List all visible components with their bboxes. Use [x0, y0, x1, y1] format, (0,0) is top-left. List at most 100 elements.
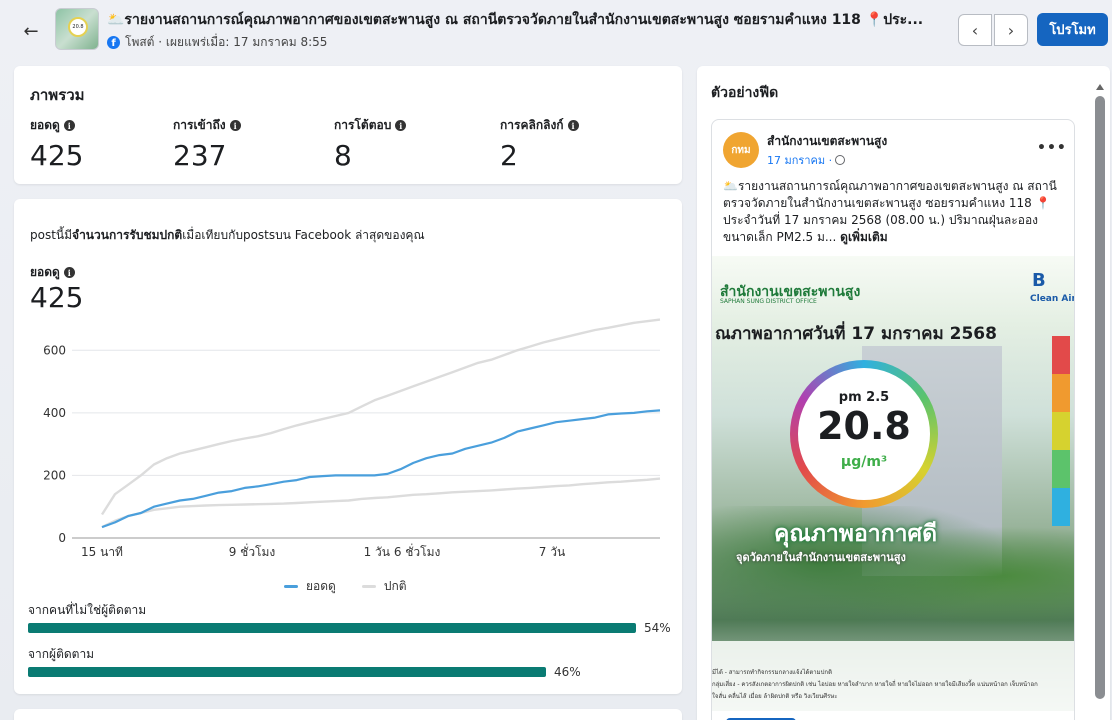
post-header: ← 20.8 🌥️รายงานสถานการณ์คุณภาพอากาศของเข…	[0, 0, 1112, 60]
legend-item-views[interactable]: ยอดดู	[284, 577, 336, 596]
post-text: 🌥️รายงานสถานการณ์คุณภาพอากาศของเขตสะพานส…	[723, 178, 1065, 246]
non-follower-percent: 54%	[644, 621, 671, 635]
info-icon[interactable]: i	[63, 267, 75, 278]
feed-preview-title: ตัวอย่างฟีด	[711, 85, 779, 101]
follower-bar-fill	[28, 667, 546, 677]
metric-label: การโต้ตอบ	[334, 118, 392, 132]
legend-swatch	[361, 585, 376, 588]
more-options-icon[interactable]: •••	[1037, 140, 1067, 156]
info-icon[interactable]: i	[229, 120, 241, 131]
aqi-scale-segment	[1052, 336, 1070, 374]
next-post-button[interactable]: ›	[994, 14, 1028, 46]
y-tick-label: 600	[43, 343, 66, 357]
legend-label: ปกติ	[383, 579, 407, 593]
back-arrow-icon[interactable]: ←	[23, 20, 39, 42]
y-tick-label: 400	[43, 406, 66, 420]
advice-line: ใจสั่น คลื่นไส้ เมื่อย ล้าผิดปกติ หรือ ว…	[712, 693, 838, 700]
promote-button[interactable]: โปรโมท	[1037, 13, 1108, 46]
chart-series	[100, 318, 661, 529]
legend-label: ยอดดู	[306, 579, 336, 593]
chart-y-ticks: 0 200 400 600	[43, 343, 66, 545]
feed-preview-panel: ตัวอย่างฟีด กทม สำนักงานเขตสะพานสูง 17 ม…	[697, 66, 1110, 720]
post-image[interactable]: สำนักงานเขตสะพานสูง SAPHAN SUNG DISTRICT…	[712, 256, 1075, 711]
feed-scrollbar[interactable]	[1094, 84, 1106, 720]
series-line-normal-range[interactable]	[101, 477, 661, 529]
see-more-link[interactable]: ดูเพิ่มเติม	[840, 230, 888, 244]
desc-highlight: จำนวนการรับชมปกติ	[72, 228, 183, 242]
metric-engagement: การโต้ตอบ i 8	[334, 116, 407, 172]
views-value: 425	[30, 281, 84, 314]
aqi-color-scale	[1052, 336, 1070, 526]
views-label-text: ยอดดู	[30, 265, 60, 279]
post-action-button[interactable]	[726, 718, 796, 720]
series-line-views[interactable]	[101, 409, 661, 529]
performance-description: postนี้มีจำนวนการรับชมปกติเมื่อเทียบกับp…	[30, 226, 425, 245]
metric-value: 2	[500, 139, 518, 172]
post-published-text: โพสต์ · เผยแพร่เมื่อ: 17 มกราคม 8:55	[125, 35, 328, 49]
desc-prefix: postนี้มี	[30, 228, 73, 242]
metric-value: 237	[173, 139, 227, 172]
non-follower-bar-fill	[28, 623, 636, 633]
follower-label: จากผู้ติดตาม	[28, 647, 95, 661]
post-body: 🌥️รายงานสถานการณ์คุณภาพอากาศของเขตสะพานส…	[723, 179, 1057, 244]
post-date-text[interactable]: 17 มกราคม ·	[767, 154, 833, 167]
clean-air-logo-icon: B	[1032, 270, 1046, 291]
aqi-scale-segment	[1052, 488, 1070, 526]
metric-value: 8	[334, 139, 352, 172]
x-tick-label: 7 วัน	[539, 545, 565, 559]
facebook-icon: f	[107, 36, 120, 49]
air-quality-status: คุณภาพอากาศดี	[774, 521, 938, 547]
aqi-scale-segment	[1052, 450, 1070, 488]
views-line-chart[interactable]: 0 200 400 600 15 นาที 9 ชั่วโมง 1 วัน 6 ชั่วโ…	[14, 199, 682, 569]
gauge-value: 20.8	[817, 404, 911, 448]
post-thumbnail: 20.8	[55, 8, 99, 50]
x-tick-label: 9 ชั่วโมง	[229, 543, 276, 559]
next-section-card	[14, 709, 682, 720]
post-title: 🌥️รายงานสถานการณ์คุณภาพอากาศของเขตสะพานส…	[107, 12, 924, 28]
globe-icon	[835, 155, 846, 165]
gauge-unit: µg/m³	[840, 454, 888, 470]
trees-graphic	[712, 506, 1074, 646]
info-icon[interactable]: i	[395, 120, 407, 131]
metric-reach: การเข้าถึง i 237	[173, 116, 241, 172]
info-icon[interactable]: i	[63, 120, 75, 131]
metric-label: การเข้าถึง	[173, 118, 226, 132]
chevron-right-icon: ›	[1007, 20, 1015, 40]
post-preview: กทม สำนักงานเขตสะพานสูง 17 มกราคม · ••• …	[711, 119, 1075, 720]
pm25-gauge-face: pm 2.5 20.8 µg/m³	[798, 368, 930, 500]
chart-x-ticks: 15 นาที 9 ชั่วโมง 1 วัน 6 ชั่วโมง 7 วัน	[81, 543, 565, 559]
metric-value: 425	[30, 139, 84, 172]
overview-card: ภาพรวม ยอดดู i 425 การเข้าถึง i 237 การโต้…	[14, 66, 682, 184]
chevron-left-icon: ‹	[971, 20, 979, 40]
legend-item-normal[interactable]: ปกติ	[361, 577, 407, 596]
metric-views: ยอดดู i 425	[30, 116, 83, 172]
aqi-scale-segment	[1052, 412, 1070, 450]
scroll-up-arrow-icon[interactable]	[1096, 84, 1104, 90]
page-avatar[interactable]: กทม	[723, 132, 759, 168]
image-headline: ณภาพอากาศวันที่ 17 มกราคม 2568	[715, 324, 997, 344]
page-name[interactable]: สำนักงานเขตสะพานสูง	[767, 134, 888, 148]
chart-legend: ยอดดู ปกติ	[284, 577, 407, 596]
thumbnail-gauge: 20.8	[68, 17, 88, 37]
views-label: ยอดดู i	[30, 263, 75, 282]
advice-line: มีได้ - สามารถทำกิจกรรมกลางแจ้งได้ตามปกต…	[712, 669, 832, 676]
clean-air-logo-text: Clean Air	[1030, 294, 1075, 304]
series-line-normal-range[interactable]	[100, 318, 661, 516]
info-icon[interactable]: i	[567, 120, 579, 131]
image-advice-footer: มีได้ - สามารถทำกิจกรรมกลางแจ้งได้ตามปกต…	[712, 641, 1074, 711]
non-follower-bar	[28, 623, 636, 633]
desc-suffix: เมื่อเทียบกับpostsบน Facebook ล่าสุดของค…	[182, 228, 425, 242]
aqi-scale-segment	[1052, 374, 1070, 412]
previous-post-button[interactable]: ‹	[958, 14, 992, 46]
pm25-gauge: pm 2.5 20.8 µg/m³	[790, 360, 938, 508]
x-tick-label: 1 วัน 6 ชั่วโมง	[364, 543, 441, 559]
post-subline: f โพสต์ · เผยแพร่เมื่อ: 17 มกราคม 8:55	[107, 33, 327, 52]
scroll-thumb[interactable]	[1095, 96, 1105, 699]
station-caption: จุดวัดภายในสำนักงานเขตสะพานสูง	[736, 551, 906, 564]
performance-card: postนี้มีจำนวนการรับชมปกติเมื่อเทียบกับp…	[14, 199, 682, 694]
legend-swatch	[284, 585, 298, 588]
image-office-name: สำนักงานเขตสะพานสูง	[720, 284, 861, 300]
advice-line: กลุ่มเสี่ยง - ควรสังเกตอาการผิดปกติ เช่น…	[712, 681, 1038, 688]
y-tick-label: 200	[43, 468, 66, 482]
post-date: 17 มกราคม ·	[767, 151, 846, 169]
